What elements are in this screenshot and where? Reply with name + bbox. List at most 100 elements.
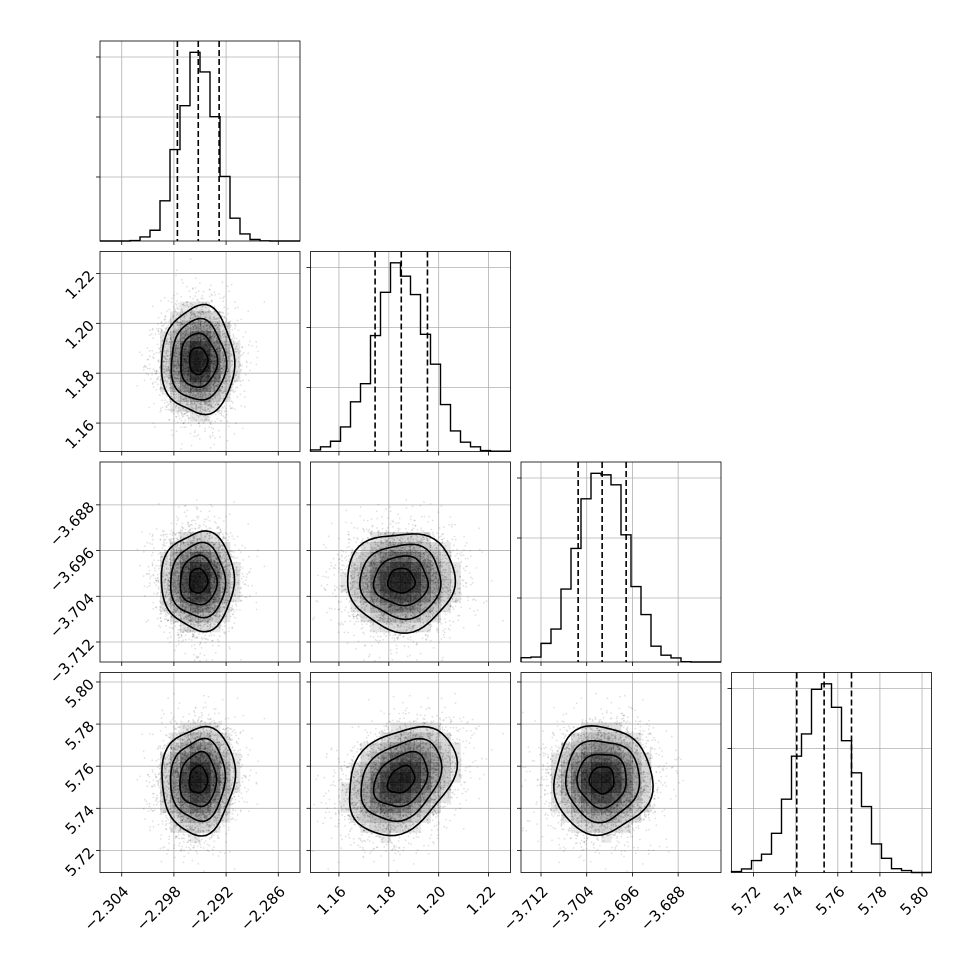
scatter-point	[187, 415, 189, 417]
scatter-point	[227, 420, 229, 422]
density-cell	[160, 342, 170, 352]
scatter-point	[234, 327, 236, 329]
scatter-point	[155, 578, 157, 580]
scatter-point	[227, 308, 229, 310]
scatter-point	[199, 282, 201, 284]
scatter-point	[213, 428, 215, 430]
scatter-point	[250, 362, 252, 364]
scatter-point	[210, 447, 212, 449]
scatter-point	[228, 627, 230, 629]
scatter-point	[214, 294, 216, 296]
scatter-point	[194, 432, 196, 434]
scatter-point	[177, 632, 179, 634]
scatter-point	[157, 323, 159, 325]
scatter-point	[149, 570, 151, 572]
scatter-point	[166, 310, 168, 312]
scatter-point	[152, 422, 154, 424]
scatter-point	[160, 300, 162, 302]
scatter-point	[232, 407, 234, 409]
scatter-point	[257, 350, 259, 352]
scatter-point	[167, 300, 169, 302]
scatter-point	[154, 381, 156, 383]
scatter-point	[144, 380, 146, 382]
scatter-point	[162, 406, 164, 408]
scatter-point	[222, 281, 224, 283]
scatter-point	[231, 386, 233, 388]
scatter-point	[152, 305, 154, 307]
scatter-point	[158, 333, 160, 335]
scatter-point	[149, 334, 151, 336]
scatter-point	[152, 383, 154, 385]
scatter-point	[176, 430, 178, 432]
scatter-point	[173, 306, 175, 308]
y-tick-label: 1.18	[62, 366, 98, 402]
scatter-point	[222, 407, 224, 409]
scatter-point	[184, 511, 186, 513]
scatter-point	[210, 424, 212, 426]
scatter-point	[241, 365, 243, 367]
density-cell	[200, 402, 210, 412]
density-cell	[170, 322, 180, 332]
scatter-point	[151, 555, 153, 557]
scatter-point	[188, 417, 190, 419]
scatter-point	[156, 328, 158, 330]
scatter-point	[181, 416, 183, 418]
scatter-point	[189, 290, 191, 292]
scatter-point	[233, 340, 235, 342]
scatter-point	[159, 394, 161, 396]
scatter-point	[212, 432, 214, 434]
scatter-point	[149, 355, 151, 357]
scatter-point	[181, 413, 183, 415]
scatter-point	[235, 422, 237, 424]
scatter-point	[242, 336, 244, 338]
scatter-point	[191, 445, 193, 447]
scatter-point	[213, 444, 215, 446]
scatter-point	[146, 373, 148, 375]
scatter-point	[218, 293, 220, 295]
scatter-point	[237, 306, 239, 308]
scatter-point	[173, 413, 175, 415]
scatter-point	[152, 552, 154, 554]
density-cell	[200, 412, 210, 422]
scatter-point	[190, 433, 192, 435]
scatter-point	[228, 426, 230, 428]
scatter-point	[238, 329, 240, 331]
histogram-step	[311, 263, 511, 452]
scatter-point	[161, 321, 163, 323]
density-cell	[210, 352, 220, 362]
scatter-point	[152, 356, 154, 358]
scatter-point	[230, 325, 232, 327]
scatter-point	[161, 330, 163, 332]
scatter-point	[163, 393, 165, 395]
scatter-point	[178, 303, 180, 305]
scatter-point	[156, 371, 158, 373]
scatter-point	[218, 517, 220, 519]
scatter-point	[234, 301, 236, 303]
scatter-point	[194, 295, 196, 297]
scatter-point	[234, 307, 236, 309]
panel-2-0: −3.712−3.704−3.696−3.688	[46, 462, 300, 687]
scatter-point	[236, 338, 238, 340]
scatter-point	[230, 407, 232, 409]
scatter-point	[264, 301, 266, 303]
scatter-point	[154, 426, 156, 428]
scatter-point	[155, 389, 157, 391]
scatter-point	[183, 426, 185, 428]
scatter-point	[212, 645, 214, 647]
scatter-point	[172, 434, 174, 436]
scatter-point	[139, 351, 141, 353]
scatter-point	[165, 315, 167, 317]
scatter-point	[217, 418, 219, 420]
scatter-point	[171, 301, 173, 303]
scatter-point	[179, 418, 181, 420]
scatter-point	[210, 437, 212, 439]
scatter-point	[149, 329, 151, 331]
scatter-point	[226, 319, 228, 321]
scatter-point	[223, 406, 225, 408]
scatter-point	[240, 393, 242, 395]
scatter-point	[212, 659, 214, 661]
scatter-point	[224, 410, 226, 412]
scatter-point	[159, 626, 161, 628]
scatter-point	[232, 329, 234, 331]
scatter-point	[160, 408, 162, 410]
